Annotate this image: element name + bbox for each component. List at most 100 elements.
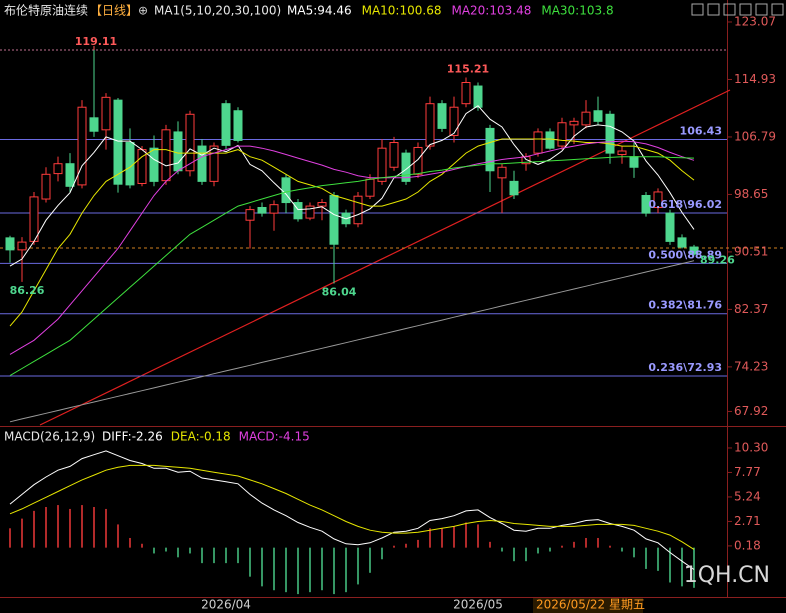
candle-body bbox=[17, 241, 27, 251]
candle-body bbox=[329, 194, 339, 245]
toolbar-button[interactable] bbox=[739, 3, 752, 16]
candle-body bbox=[269, 204, 279, 214]
candle-body bbox=[233, 110, 243, 141]
y-tick-label: 67.92 bbox=[734, 404, 768, 418]
legend-entry: MA10:100.68 bbox=[362, 4, 442, 18]
candle-body bbox=[185, 113, 195, 172]
legend-entry: DEA:-0.18 bbox=[171, 430, 231, 444]
candle-body bbox=[65, 163, 75, 187]
period[interactable]: 【日线】 bbox=[90, 4, 138, 18]
candle-body bbox=[653, 191, 663, 208]
legend-entry: MA20:103.48 bbox=[451, 4, 531, 18]
macd-line bbox=[9, 464, 695, 550]
y-tick-label: 0.18 bbox=[734, 538, 761, 552]
candle-body bbox=[41, 173, 51, 200]
candle-body bbox=[365, 178, 375, 197]
candle-body bbox=[557, 122, 567, 147]
level-label: 0.618\96.02 bbox=[648, 198, 722, 211]
candle-body bbox=[581, 111, 591, 126]
y-tick-label: 106.79 bbox=[734, 129, 776, 143]
candle-body bbox=[629, 156, 639, 168]
candle-body bbox=[677, 237, 687, 248]
candle-body bbox=[593, 110, 603, 122]
candle-body bbox=[509, 180, 519, 196]
level-label: 0.236\72.93 bbox=[648, 361, 722, 374]
candle-body bbox=[605, 113, 615, 154]
y-tick-label: 74.23 bbox=[734, 359, 768, 373]
ma100-label: 89.26 bbox=[700, 254, 735, 267]
candle-body bbox=[101, 96, 111, 131]
candle-body bbox=[665, 212, 675, 242]
candle-body bbox=[77, 106, 87, 186]
candle-body bbox=[209, 145, 219, 182]
candle-body bbox=[221, 103, 231, 146]
level-label: 106.43 bbox=[680, 124, 722, 137]
candle-body bbox=[113, 99, 123, 185]
level-label: 0.382\81.76 bbox=[648, 299, 722, 312]
candle-body bbox=[245, 209, 255, 221]
plot bbox=[0, 21, 786, 595]
candle-body bbox=[533, 131, 543, 154]
y-tick-label: 90.51 bbox=[734, 244, 768, 258]
candle-body bbox=[161, 129, 171, 182]
macd-title: MACD(26,12,9) bbox=[4, 430, 95, 444]
candle-body bbox=[293, 202, 303, 220]
macd-line bbox=[9, 450, 695, 570]
legend-entry: MACD:-4.15 bbox=[239, 430, 310, 444]
candle-body bbox=[353, 195, 363, 225]
level-label: 0.500\88.89 bbox=[648, 248, 722, 261]
candle-body bbox=[485, 127, 495, 172]
low-annotation: 86.04 bbox=[322, 285, 357, 298]
candle-body bbox=[461, 82, 471, 105]
toolbar-button[interactable] bbox=[691, 3, 704, 16]
legend-entry: DIFF:-2.26 bbox=[102, 430, 163, 444]
toolbar bbox=[691, 3, 784, 16]
legend: MA5:94.46 MA10:100.68 MA20:103.48 MA30:103.… bbox=[287, 4, 614, 18]
candle-body bbox=[413, 146, 423, 175]
trend-line bbox=[39, 89, 731, 426]
candle-body bbox=[173, 131, 183, 172]
candle-body bbox=[89, 117, 99, 132]
low-annotation: 86.26 bbox=[10, 284, 45, 297]
toolbar-button[interactable] bbox=[723, 3, 736, 16]
candle-body bbox=[317, 202, 327, 207]
indicator: MA1(5,10,20,30,100) bbox=[154, 4, 281, 18]
cursor-date: 2026/05/22 星期五 bbox=[536, 598, 645, 612]
candle-body bbox=[305, 205, 315, 219]
y-tick-label: 10.30 bbox=[734, 440, 768, 454]
legend-entry: MA30:103.8 bbox=[541, 4, 613, 18]
y-tick-label: 98.65 bbox=[734, 187, 768, 201]
cursor-date-box bbox=[533, 598, 643, 613]
ma-line bbox=[9, 140, 695, 355]
candle-body bbox=[437, 103, 447, 129]
candle-body bbox=[29, 196, 39, 242]
y-tick-label: 5.24 bbox=[734, 489, 761, 503]
instrument: 布伦特原油连续 bbox=[4, 3, 88, 18]
toolbar-button[interactable] bbox=[771, 3, 784, 16]
candle-body bbox=[617, 150, 627, 156]
x-tick-label: 2026/04 bbox=[201, 598, 251, 612]
candle-body bbox=[257, 206, 267, 214]
candle-body bbox=[545, 131, 555, 149]
candle-body bbox=[473, 85, 483, 108]
y-tick-label: 7.77 bbox=[734, 465, 761, 479]
watermark: 1QH.CN bbox=[684, 563, 770, 588]
x-tick-label: 2026/05 bbox=[453, 598, 503, 612]
toolbar-button[interactable] bbox=[755, 3, 768, 16]
settings-icon[interactable]: ⊕ bbox=[138, 4, 148, 18]
y-tick-label: 123.07 bbox=[734, 14, 776, 28]
candle-body bbox=[497, 166, 507, 179]
toolbar-button[interactable] bbox=[707, 3, 720, 16]
candle-body bbox=[389, 142, 399, 168]
candle-body bbox=[197, 145, 207, 182]
candle-body bbox=[569, 120, 579, 126]
ma-line bbox=[9, 138, 695, 327]
candle-body bbox=[53, 163, 63, 175]
y-tick-label: 114.93 bbox=[734, 72, 776, 86]
macd-legend: DIFF:-2.26 DEA:-0.18 MACD:-4.15 bbox=[102, 430, 310, 444]
high-annotation: 119.11 bbox=[75, 35, 117, 48]
candle-body bbox=[425, 103, 435, 147]
